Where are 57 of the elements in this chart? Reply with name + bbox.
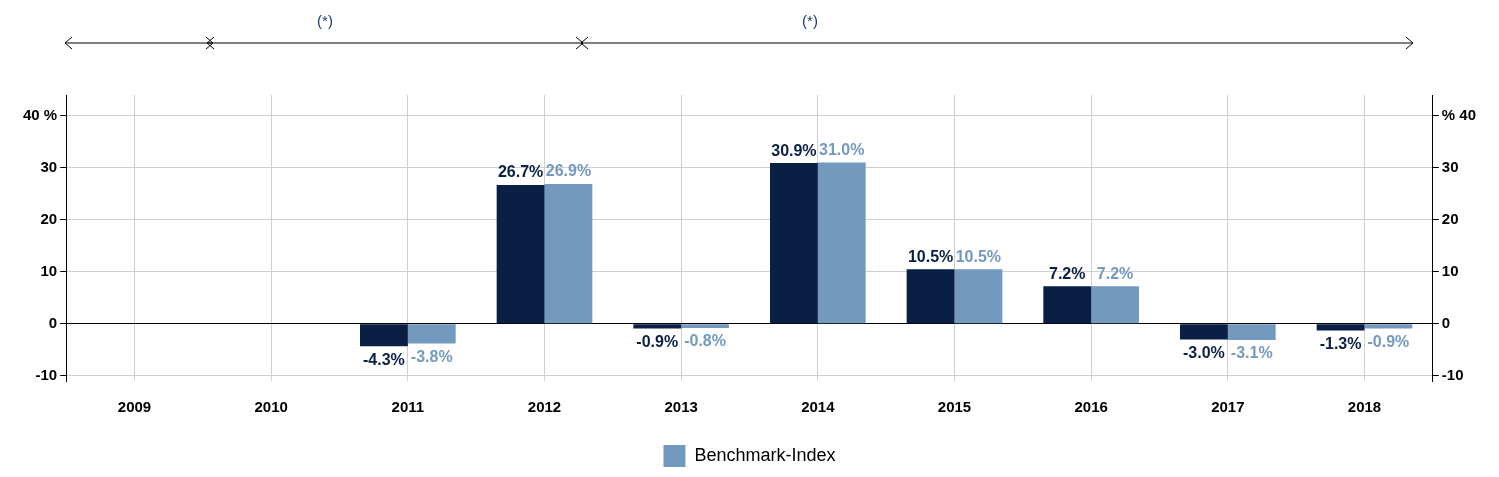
bar [906, 269, 955, 324]
y2-tick-label: 10 [1441, 261, 1459, 279]
bar [407, 324, 456, 344]
x-tick-label: 2015 [937, 398, 972, 416]
bar [633, 324, 682, 329]
data-label: 7.2% [1096, 264, 1134, 282]
data-label: 10.5% [955, 247, 1002, 265]
y-tick-label: 30 [40, 157, 58, 175]
data-label: -1.3% [1319, 334, 1362, 352]
y2-tick-label: 30 [1441, 157, 1459, 175]
data-label: -3.0% [1183, 343, 1225, 361]
data-label: -3.1% [1230, 344, 1273, 362]
data-label: -3.8% [410, 347, 453, 365]
bar [1091, 286, 1139, 324]
data-label: 7.2% [1049, 264, 1086, 282]
x-tick-label: 2017 [1211, 398, 1245, 416]
bar [1227, 324, 1276, 340]
bar [1364, 324, 1413, 329]
bar [954, 269, 1003, 324]
data-label: -0.9% [636, 332, 679, 350]
data-label: 31.0% [819, 141, 865, 159]
data-label: -0.8% [684, 332, 726, 350]
data-label: -0.9% [1367, 332, 1410, 350]
data-label: 30.9% [771, 141, 817, 159]
x-tick-label: 2009 [117, 398, 152, 416]
data-label: 26.7% [497, 163, 544, 181]
text: (*) [317, 12, 333, 30]
y2-tick-label: -10 [1441, 365, 1464, 383]
legend-label: Benchmark-Index [694, 444, 836, 465]
x-tick-label: 2011 [391, 398, 425, 416]
y2-tick-label: % 40 [1441, 105, 1477, 123]
x-tick-label: 2016 [1074, 398, 1108, 416]
y-tick-label: -10 [35, 365, 58, 383]
y-tick-label: 20 [40, 209, 58, 227]
bar [496, 184, 545, 324]
data-label: 26.9% [545, 162, 592, 180]
bar [1179, 324, 1228, 340]
bar [817, 162, 866, 324]
y2-tick-label: 0 [1441, 313, 1451, 331]
x-tick-label: 2013 [664, 398, 698, 416]
bar [360, 324, 408, 347]
x-tick-label: 2014 [801, 398, 836, 416]
text: (*) [802, 12, 818, 30]
data-label: 10.5% [907, 247, 954, 265]
x-tick-label: 2010 [254, 398, 288, 416]
bar [681, 324, 729, 328]
x-tick-label: 2012 [527, 398, 562, 416]
y-tick-label: 40 % [22, 105, 58, 123]
bar [770, 163, 818, 324]
bar [544, 183, 593, 324]
y2-tick-label: 20 [1441, 209, 1459, 227]
bar [1043, 286, 1092, 324]
x-tick-label: 2018 [1347, 398, 1382, 416]
bar [1316, 324, 1365, 331]
y-tick-label: 10 [40, 261, 58, 279]
y-tick-label: 0 [48, 313, 58, 331]
data-label: -4.3% [363, 350, 405, 368]
